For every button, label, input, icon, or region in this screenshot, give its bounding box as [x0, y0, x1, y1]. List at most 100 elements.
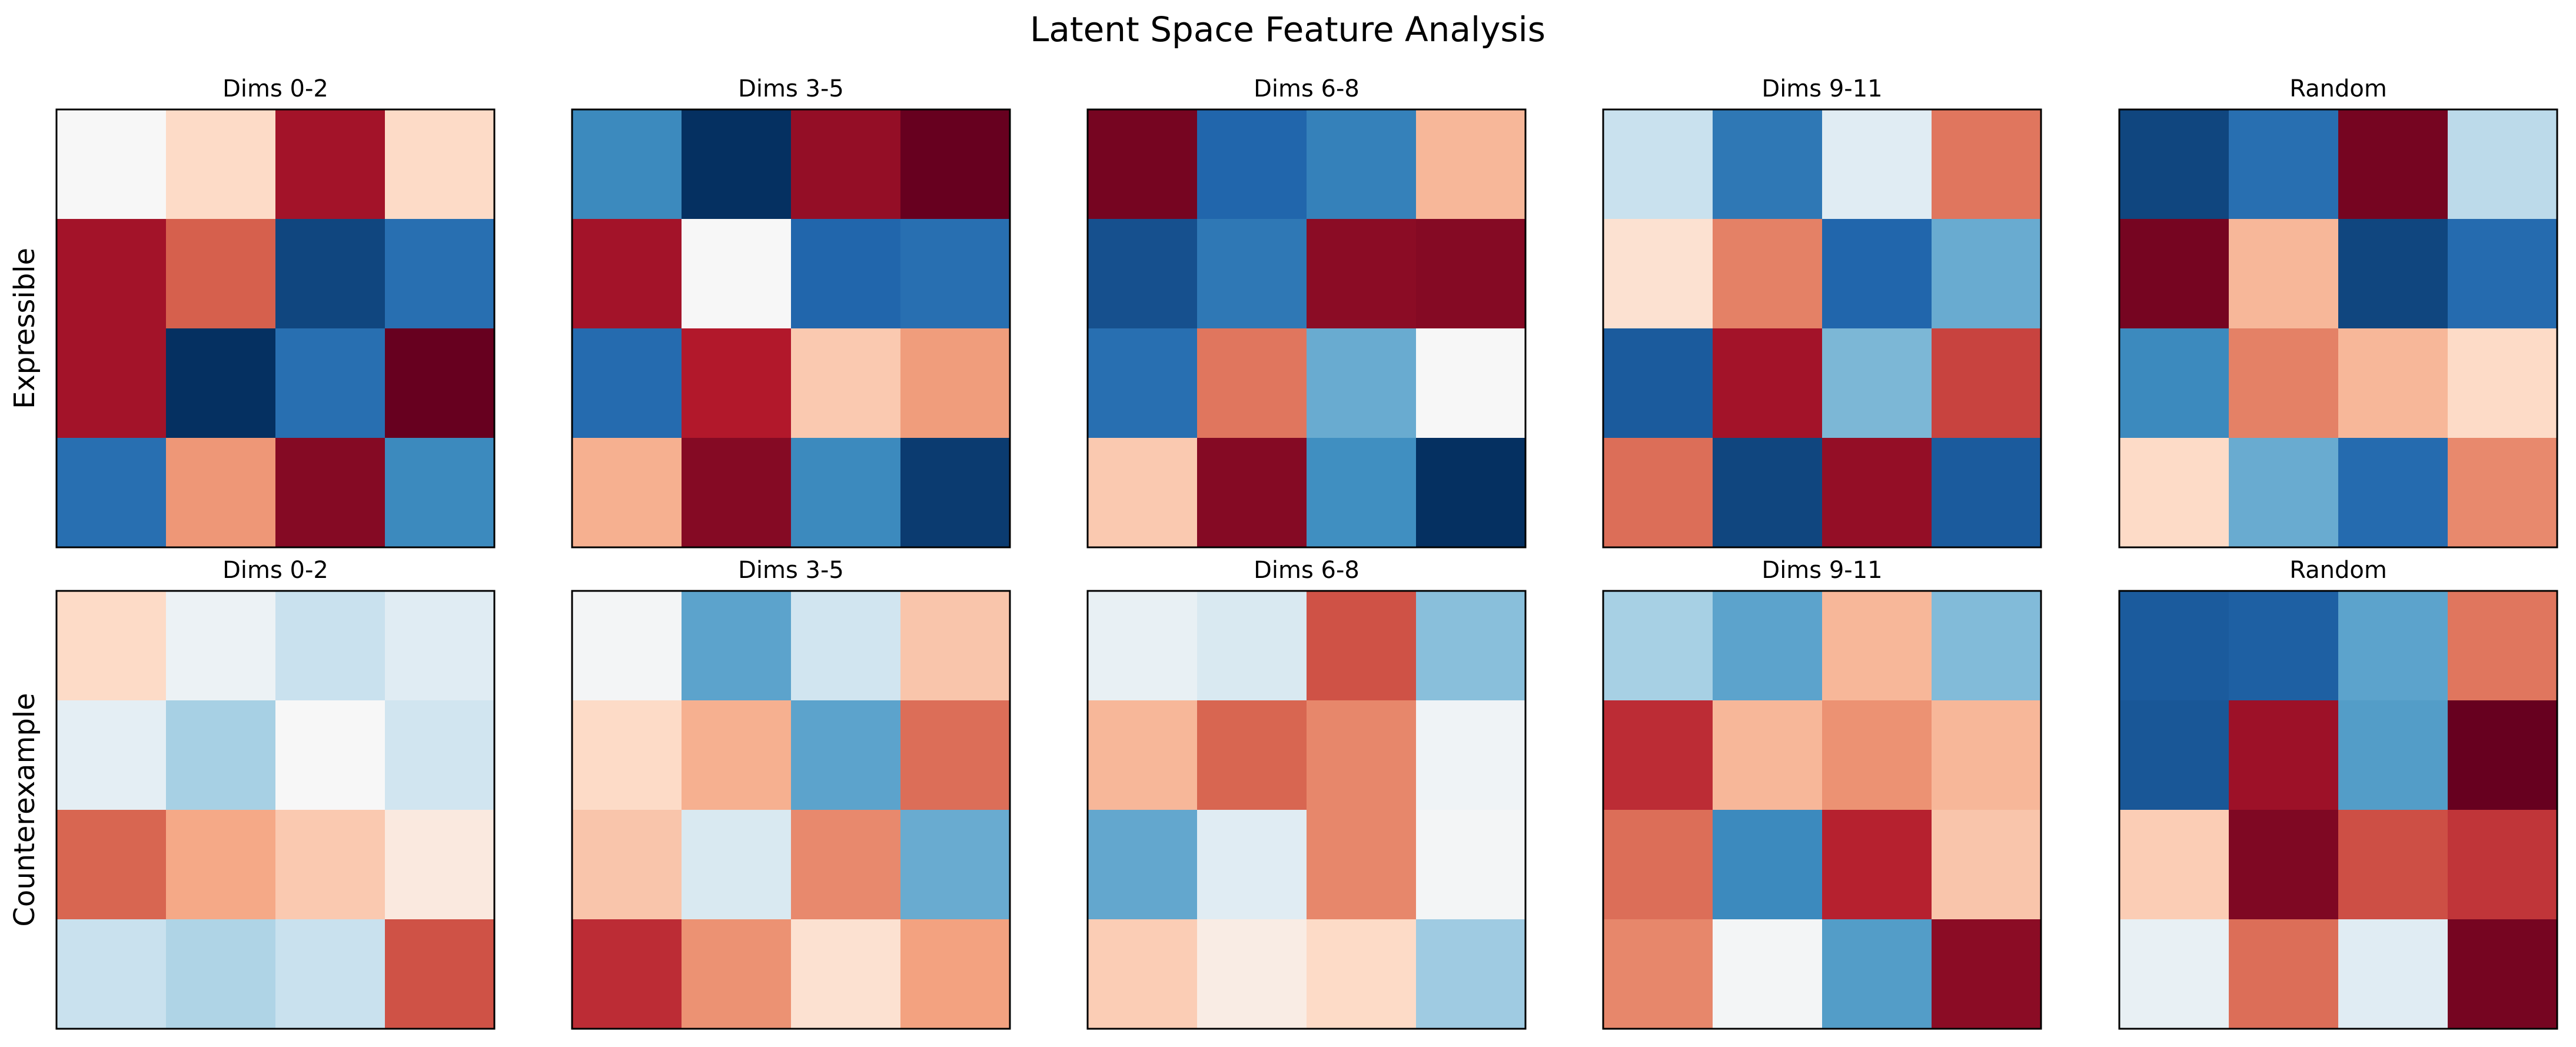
heatmap-cell: [900, 810, 1010, 919]
heatmap-panel: Dims 0-2 Counterexample: [8, 557, 496, 1030]
heatmap-cell: [385, 919, 494, 1029]
heatmap-cell: [900, 438, 1010, 547]
heatmap-cell: [275, 810, 385, 919]
heatmap-cell: [56, 219, 166, 328]
heatmap-cell: [166, 109, 275, 219]
heatmap-cell: [1197, 810, 1307, 919]
heatmap-cell: [1307, 919, 1416, 1029]
panel-title: Dims 3-5: [738, 75, 844, 102]
heatmap-cell: [1932, 810, 2041, 919]
heatmap-cell: [1713, 438, 1822, 547]
panel-title: Dims 3-5: [738, 557, 844, 584]
heatmap-panel: Random: [2118, 75, 2558, 549]
heatmap-cell: [1603, 438, 1713, 547]
heatmap-cell: [385, 328, 494, 438]
heatmap-cell: [1307, 591, 1416, 700]
heatmap-cell: [1197, 438, 1307, 547]
heatmap-grid: Dims 0-2 Expressible Dims 3-5 Dims 6-8 Dims …: [8, 75, 2558, 1030]
panel-title: Random: [2289, 557, 2387, 584]
heatmap-cell: [2119, 438, 2229, 547]
heatmap-cell: [1307, 109, 1416, 219]
panel-frame: [2118, 108, 2558, 549]
heatmap-cell: [2119, 591, 2229, 700]
heatmap-cell: [1088, 700, 1197, 810]
heatmap-cell: [1197, 328, 1307, 438]
heatmap-cell: [166, 328, 275, 438]
panel-title: Dims 0-2: [222, 557, 328, 584]
heatmap-panel: Dims 9-11: [1602, 557, 2042, 1030]
heatmap-cell: [682, 438, 791, 547]
heatmap-cell: [900, 328, 1010, 438]
figure-title: Latent Space Feature Analysis: [1030, 9, 1545, 49]
heatmap-cell: [1932, 109, 2041, 219]
heatmap-cell: [1088, 810, 1197, 919]
heatmap-cell: [1822, 591, 1932, 700]
heatmap-cell: [2338, 919, 2448, 1029]
heatmap-cell: [791, 328, 900, 438]
panel-title: Dims 9-11: [1761, 75, 1882, 102]
heatmap-cell: [385, 700, 494, 810]
heatmap-cell: [1932, 700, 2041, 810]
heatmap-cell: [572, 438, 682, 547]
heatmap-cell: [900, 700, 1010, 810]
heatmap-cell: [2119, 219, 2229, 328]
heatmap-cell: [2229, 700, 2338, 810]
heatmap-cell: [275, 919, 385, 1029]
heatmap-cell: [1197, 109, 1307, 219]
panel-frame: [55, 108, 496, 549]
heatmap-cell: [1822, 438, 1932, 547]
heatmap-cell: [682, 219, 791, 328]
heatmap-cell: [1307, 438, 1416, 547]
heatmap-cell: [1603, 810, 1713, 919]
heatmap-cell: [56, 700, 166, 810]
heatmap-cell: [56, 438, 166, 547]
heatmap-cell: [1197, 919, 1307, 1029]
heatmap-cell: [2229, 109, 2338, 219]
heatmap-cell: [1088, 109, 1197, 219]
heatmap-cell: [900, 919, 1010, 1029]
panel-title: Random: [2289, 75, 2387, 102]
heatmap-cell: [1088, 219, 1197, 328]
heatmap-cell: [1822, 109, 1932, 219]
heatmap-cell: [2338, 328, 2448, 438]
heatmap-cell: [1307, 328, 1416, 438]
heatmap-cell: [572, 591, 682, 700]
heatmap-cell: [1603, 328, 1713, 438]
heatmap-cell: [682, 810, 791, 919]
heatmap-cell: [1932, 438, 2041, 547]
heatmap-cell: [2119, 919, 2229, 1029]
heatmap-cell: [1416, 591, 1525, 700]
heatmap-cell: [572, 109, 682, 219]
panel-title: Dims 6-8: [1254, 75, 1360, 102]
heatmap-cell: [2448, 700, 2557, 810]
heatmap-cell: [1416, 810, 1525, 919]
heatmap-cell: [1932, 328, 2041, 438]
heatmap-cell: [791, 591, 900, 700]
heatmap-cell: [275, 438, 385, 547]
heatmap-cell: [572, 810, 682, 919]
heatmap-cell: [56, 328, 166, 438]
heatmap-cell: [1307, 219, 1416, 328]
heatmap-cell: [2119, 328, 2229, 438]
heatmap-cell: [1713, 919, 1822, 1029]
heatmap-cell: [2229, 438, 2338, 547]
heatmap-cell: [56, 591, 166, 700]
heatmap-cell: [1822, 919, 1932, 1029]
panel-frame: [1602, 108, 2042, 549]
heatmap-cell: [2119, 109, 2229, 219]
heatmap-cell: [1307, 810, 1416, 919]
heatmap-cell: [2448, 591, 2557, 700]
heatmap-cell: [1822, 810, 1932, 919]
heatmap-cell: [385, 219, 494, 328]
heatmap-cell: [1713, 591, 1822, 700]
heatmap-cell: [2229, 219, 2338, 328]
heatmap-cell: [1713, 700, 1822, 810]
row-label: Expressible: [8, 248, 41, 409]
heatmap-cell: [275, 219, 385, 328]
heatmap-cell: [2229, 919, 2338, 1029]
heatmap-cell: [1713, 328, 1822, 438]
heatmap-cell: [1603, 219, 1713, 328]
heatmap-cell: [1416, 219, 1525, 328]
heatmap-cell: [572, 328, 682, 438]
heatmap-cell: [1416, 438, 1525, 547]
